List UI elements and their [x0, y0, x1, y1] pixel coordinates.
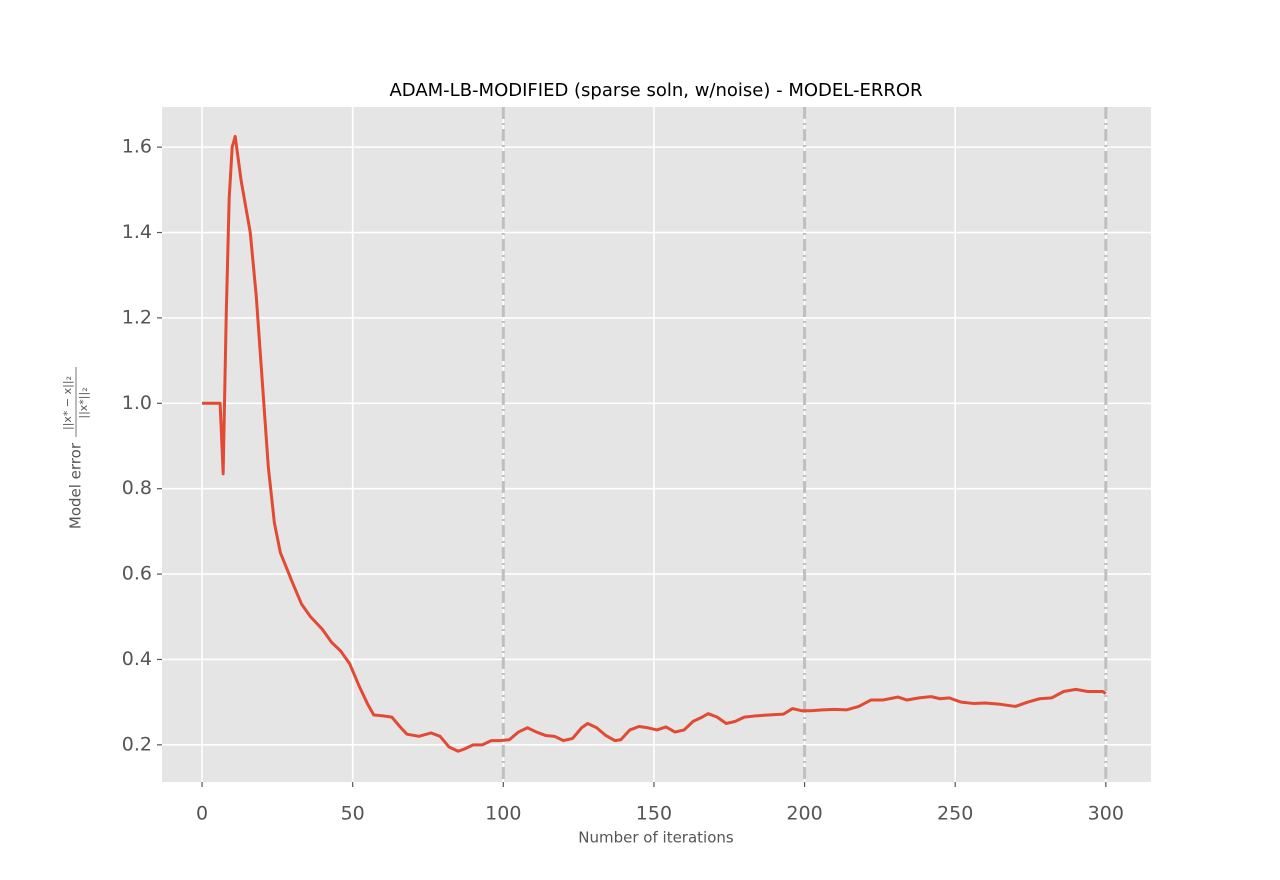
x-tick-label: 150: [636, 803, 672, 825]
y-tick-label: 0.2: [122, 733, 152, 755]
y-axis-label: Model error ||x* − x||₂ ||x*||₂: [61, 367, 90, 529]
y-tick-label: 1.0: [122, 392, 152, 414]
y-tick-label: 1.6: [122, 136, 152, 158]
y-tick-label: 0.4: [122, 648, 152, 670]
y-label-numerator: ||x* − x||₂: [61, 376, 74, 430]
x-tick-label: 200: [786, 803, 822, 825]
y-tick-label: 1.4: [122, 221, 152, 243]
x-tick-label: 250: [937, 803, 973, 825]
y-label-denominator: ||x*||₂: [77, 387, 90, 418]
plot-area: [162, 107, 1151, 782]
y-tick-label: 1.2: [122, 306, 152, 328]
x-axis-label: Number of iterations: [578, 829, 734, 847]
x-tick-label: 100: [485, 803, 521, 825]
x-tick-label: 0: [196, 803, 208, 825]
y-tick-label: 0.8: [122, 477, 152, 499]
x-tick-label: 50: [341, 803, 365, 825]
data-line: [202, 134, 1107, 753]
y-tick-label: 0.6: [122, 563, 152, 585]
x-tick-label: 300: [1088, 803, 1124, 825]
y-axis-label-text: Model error: [67, 442, 85, 529]
chart-title: ADAM-LB-MODIFIED (sparse soln, w/noise) …: [389, 80, 922, 101]
